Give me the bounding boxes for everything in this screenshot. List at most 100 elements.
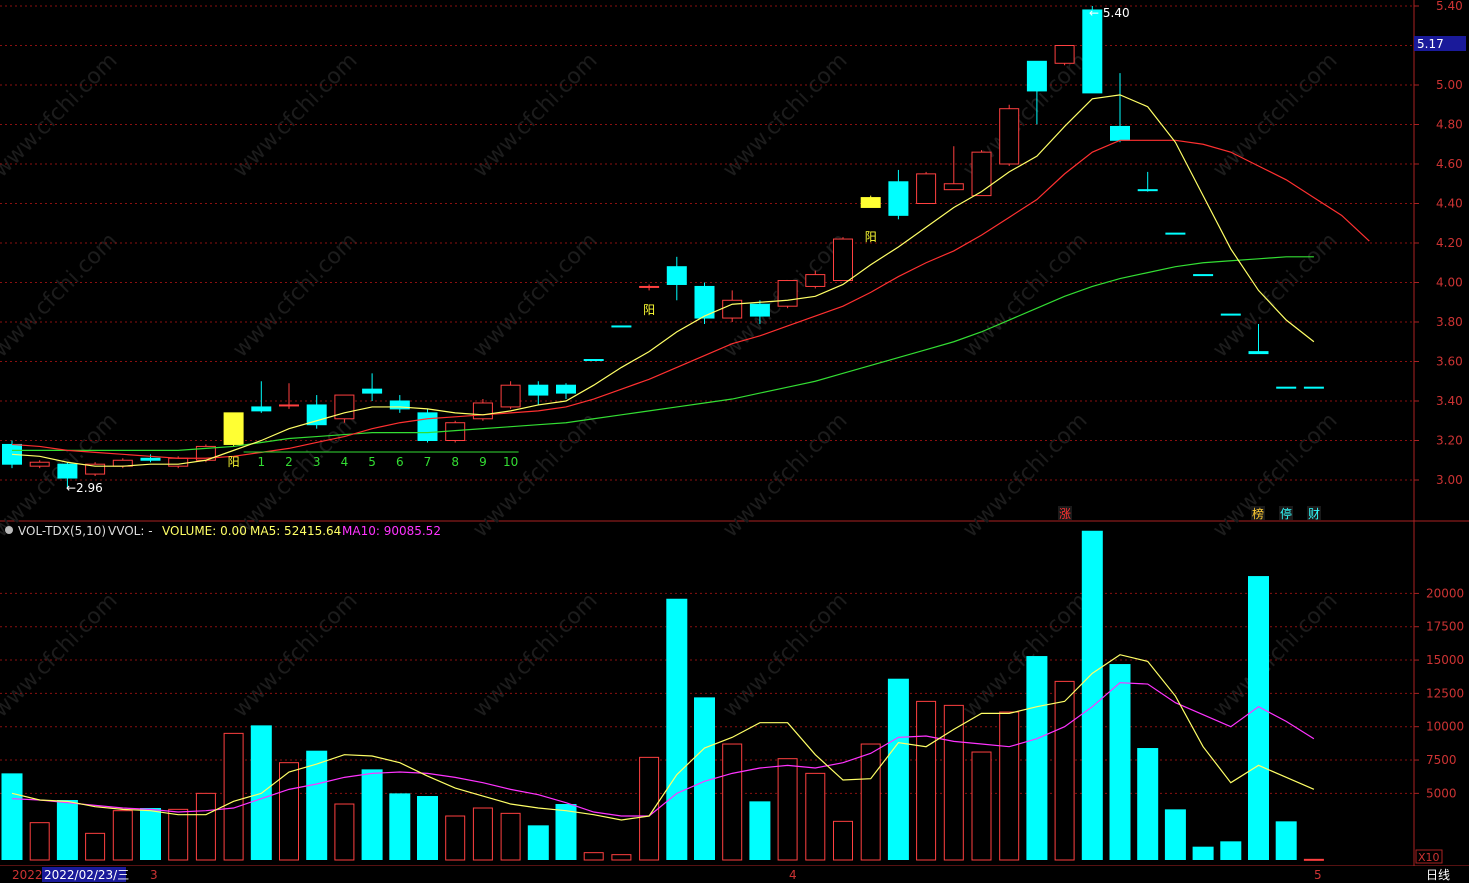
volume-bar[interactable] [1109,664,1131,860]
candle-body[interactable] [639,285,660,288]
volume-bar[interactable] [1164,809,1186,860]
volume-bar[interactable] [417,796,438,860]
volume-bar[interactable] [805,772,826,861]
candle-body[interactable] [362,388,383,394]
candle-body[interactable] [500,384,521,408]
candle-body[interactable] [1276,386,1297,389]
volume-bar[interactable] [555,804,577,860]
volume-bar[interactable] [1026,656,1048,860]
candle-body[interactable] [389,400,410,410]
volume-bar[interactable] [666,598,688,860]
volume-bar[interactable] [195,792,216,861]
candle-body[interactable] [1137,189,1158,192]
volume-bar[interactable] [500,812,521,861]
indicator-menu-icon[interactable] [5,526,13,534]
volume-bar[interactable] [943,704,964,861]
candle-body[interactable] [777,280,798,307]
volume-bar[interactable] [334,803,355,861]
candle-body[interactable] [999,108,1020,165]
candle-body[interactable] [472,402,493,420]
candle-body[interactable] [805,274,826,287]
volume-bar[interactable] [1303,858,1324,861]
volume-bar[interactable] [361,769,383,860]
candle-body[interactable] [1026,60,1047,92]
volume-bar[interactable] [168,808,189,861]
volume-bar[interactable] [833,820,853,861]
volume-bar[interactable] [887,678,909,860]
candle-body[interactable] [749,303,770,317]
candle-body[interactable] [916,173,937,204]
candle-body[interactable] [251,406,272,412]
candle-body[interactable] [556,384,576,394]
candle-body[interactable] [223,412,244,445]
volume-bar[interactable] [1220,841,1242,860]
volume-bar[interactable] [140,808,161,860]
candle-body[interactable] [611,325,632,328]
candle-body[interactable] [334,394,355,420]
event-tag[interactable]: 榜 [1252,506,1264,521]
volume-bar[interactable] [1081,530,1103,860]
candle-body[interactable] [306,404,327,426]
volume-bar[interactable] [389,793,411,860]
volume-bars[interactable] [1,530,1324,861]
volume-bar[interactable] [860,743,881,861]
candle-body[interactable] [583,359,604,362]
volume-bar[interactable] [1248,576,1269,860]
candle-body[interactable] [279,404,299,407]
candlestick-series[interactable] [2,6,1324,488]
event-tag[interactable]: 停 [1280,506,1292,521]
volume-bar[interactable] [445,815,466,861]
candle-body[interactable] [1303,386,1324,389]
volume-bar[interactable] [85,832,106,861]
candle-body[interactable] [1193,274,1214,277]
volume-bar[interactable] [1137,748,1159,860]
volume-bar[interactable] [1,773,23,860]
volume-bar[interactable] [472,807,493,861]
candle-body[interactable] [1110,125,1130,141]
volume-bar[interactable] [112,810,133,861]
volume-bar[interactable] [749,801,771,860]
candle-body[interactable] [833,238,853,282]
candle-body[interactable] [29,461,50,467]
volume-bar[interactable] [999,711,1020,861]
candle-body[interactable] [666,266,687,285]
candle-body[interactable] [417,412,438,442]
volume-bar[interactable] [777,758,798,861]
volume-bar[interactable] [56,800,78,860]
candle-body[interactable] [140,457,161,461]
candle-body[interactable] [888,181,909,216]
candle-body[interactable] [860,197,881,208]
period-label[interactable]: 日线 [1426,868,1450,882]
candle-body[interactable] [1082,9,1103,94]
volume-bar[interactable] [639,756,660,861]
volume-bar[interactable] [583,852,604,861]
candle-body[interactable] [168,457,189,467]
candle-body[interactable] [722,299,743,319]
volume-bar[interactable] [527,825,549,860]
candle-body[interactable] [57,463,78,479]
candle-body[interactable] [943,183,964,191]
volume-bar[interactable] [1275,821,1297,860]
volume-bar[interactable] [971,751,992,861]
candle-body[interactable] [971,151,992,197]
volume-bar[interactable] [306,750,328,860]
candle-body[interactable] [1054,45,1075,64]
volume-bar[interactable] [611,854,632,861]
volume-bar[interactable] [1054,680,1075,861]
candle-body[interactable] [85,463,106,475]
volume-bar[interactable] [694,697,715,860]
volume-bar[interactable] [29,822,50,861]
volume-bar[interactable] [722,743,743,861]
event-tag[interactable]: 财 [1308,507,1320,521]
candle-body[interactable] [1220,313,1241,316]
indicator-name[interactable]: VOL-TDX(5,10) [18,524,106,538]
candle-body[interactable] [1165,232,1186,235]
candle-body[interactable] [528,384,549,396]
candle-body[interactable] [1248,351,1269,355]
event-tag[interactable]: 涨 [1059,506,1071,521]
volume-bar[interactable] [223,732,244,861]
candle-body[interactable] [694,285,715,319]
volume-bar[interactable] [1192,846,1214,860]
volume-bar[interactable] [916,700,937,861]
